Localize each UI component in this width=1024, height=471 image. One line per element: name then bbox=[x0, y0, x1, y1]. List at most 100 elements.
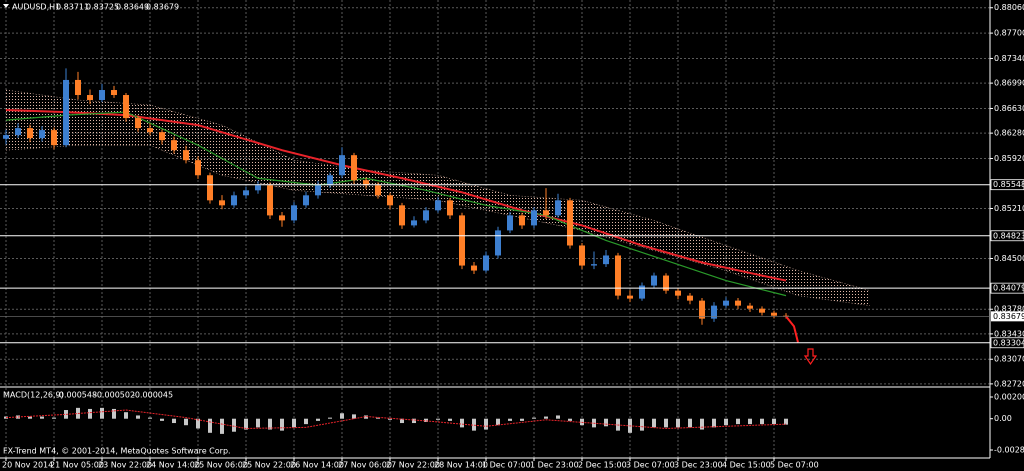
x-tick-label: 21 Nov 05:00 bbox=[50, 461, 104, 470]
level-label-box bbox=[990, 282, 1024, 294]
candle-body bbox=[171, 140, 177, 151]
macd-bar bbox=[100, 407, 104, 419]
candle-body bbox=[303, 195, 309, 206]
candle-body bbox=[579, 245, 585, 266]
cloud-upper bbox=[5, 89, 871, 291]
header-value: 0.83679 bbox=[146, 3, 179, 12]
candle-body bbox=[723, 300, 729, 306]
candle-body bbox=[39, 130, 45, 139]
macd-bar bbox=[712, 418, 716, 428]
macd-bar bbox=[400, 418, 404, 424]
candle-body bbox=[411, 220, 417, 226]
macd-bar bbox=[472, 418, 476, 431]
macd-title: MACD(12,26,9) bbox=[3, 391, 64, 400]
candle-body bbox=[603, 255, 609, 265]
macd-bar bbox=[220, 418, 224, 434]
macd-bar bbox=[460, 418, 464, 428]
candle-body bbox=[375, 185, 381, 196]
macd-bar bbox=[376, 417, 380, 419]
macd-bar bbox=[652, 418, 656, 428]
x-tick-label: 24 Nov 14:00 bbox=[146, 461, 200, 470]
candle-body bbox=[27, 128, 33, 139]
macd-reading: -0.000502 bbox=[94, 391, 135, 400]
x-tick-label: 25 Nov 22:00 bbox=[242, 461, 296, 470]
candle-body bbox=[87, 95, 93, 101]
level-label: 0.83304 bbox=[993, 338, 1024, 347]
candle-body bbox=[555, 200, 561, 216]
macd-y-tick-label: 0.00 bbox=[994, 414, 1012, 423]
x-tick-label: 1 Dec 07:00 bbox=[482, 461, 531, 470]
macd-bar bbox=[148, 417, 152, 419]
macd-bar bbox=[208, 418, 212, 433]
macd-bar bbox=[40, 416, 44, 419]
x-tick-label: 5 Dec 07:00 bbox=[770, 461, 819, 470]
macd-bar bbox=[304, 418, 308, 425]
current-price-label: 0.83679 bbox=[993, 312, 1024, 321]
macd-bar bbox=[760, 418, 764, 425]
y-tick-label: 0.83780 bbox=[994, 305, 1024, 314]
candle-body bbox=[315, 185, 321, 196]
macd-reading: -0.000045 bbox=[132, 391, 173, 400]
macd-bar bbox=[340, 413, 344, 419]
candle-body bbox=[51, 130, 57, 146]
macd-bar bbox=[364, 415, 368, 419]
macd-bar bbox=[640, 418, 644, 431]
candle-body bbox=[483, 255, 489, 271]
macd-bar bbox=[676, 418, 680, 428]
candle-body bbox=[327, 175, 333, 186]
macd-bar bbox=[568, 418, 572, 421]
y-tick-label: 0.83430 bbox=[994, 329, 1024, 338]
x-tick-label: 4 Dec 15:00 bbox=[722, 461, 771, 470]
macd-bar bbox=[280, 418, 284, 431]
macd-bar bbox=[316, 418, 320, 421]
collapse-icon bbox=[3, 4, 9, 8]
x-tick-label: 25 Nov 06:00 bbox=[194, 461, 248, 470]
level-label-box bbox=[990, 337, 1024, 349]
candle-body bbox=[651, 275, 657, 286]
macd-bar bbox=[520, 418, 524, 421]
candle-body bbox=[771, 312, 777, 316]
y-tick-label: 0.86990 bbox=[994, 79, 1024, 88]
candle-body bbox=[135, 118, 141, 129]
projection bbox=[785, 315, 799, 343]
grid bbox=[0, 0, 990, 458]
macd-signal bbox=[5, 409, 787, 429]
candle-body bbox=[663, 275, 669, 291]
candle-body bbox=[435, 200, 441, 211]
candle-body bbox=[267, 185, 273, 216]
macd-y-tick-label: 0.002001 bbox=[994, 393, 1024, 402]
candle-body bbox=[147, 128, 153, 133]
candle-body bbox=[279, 215, 285, 221]
candle-body bbox=[543, 210, 549, 216]
x-tick-label: 27 Nov 06:00 bbox=[338, 461, 392, 470]
macd-bar bbox=[484, 418, 488, 430]
macd-bar bbox=[424, 418, 428, 422]
macd-bar bbox=[724, 418, 728, 426]
symbol-title: AUDUSD,H1 bbox=[12, 3, 60, 12]
candle-body bbox=[423, 210, 429, 221]
macd-bar bbox=[160, 418, 164, 421]
macd-bar bbox=[292, 418, 296, 428]
macd-bar bbox=[772, 418, 776, 425]
sell-arrow bbox=[803, 348, 818, 366]
y-tick-label: 0.85210 bbox=[994, 204, 1024, 213]
macd-bar bbox=[688, 418, 692, 428]
candle-body bbox=[735, 300, 741, 306]
candle-body bbox=[495, 230, 501, 256]
macd-bar bbox=[436, 418, 440, 420]
candle-body bbox=[507, 215, 513, 231]
cloud-lower bbox=[5, 144, 871, 306]
candle-body bbox=[639, 285, 645, 299]
candle-body bbox=[615, 255, 621, 296]
macd-bar bbox=[748, 418, 752, 425]
footer: FX-Trend MT4, © 2001-2014, MetaQuotes So… bbox=[3, 447, 231, 456]
x-tick-label: 26 Nov 14:00 bbox=[290, 461, 344, 470]
y-tick-label: 0.84500 bbox=[994, 254, 1024, 263]
plot bbox=[3, 68, 871, 434]
level-label: 0.84823 bbox=[993, 231, 1024, 240]
y-tick-label: 0.88060 bbox=[994, 3, 1024, 12]
x-tick-label: 27 Nov 22:00 bbox=[386, 461, 440, 470]
candle-body bbox=[255, 185, 261, 191]
candle-body bbox=[231, 195, 237, 206]
